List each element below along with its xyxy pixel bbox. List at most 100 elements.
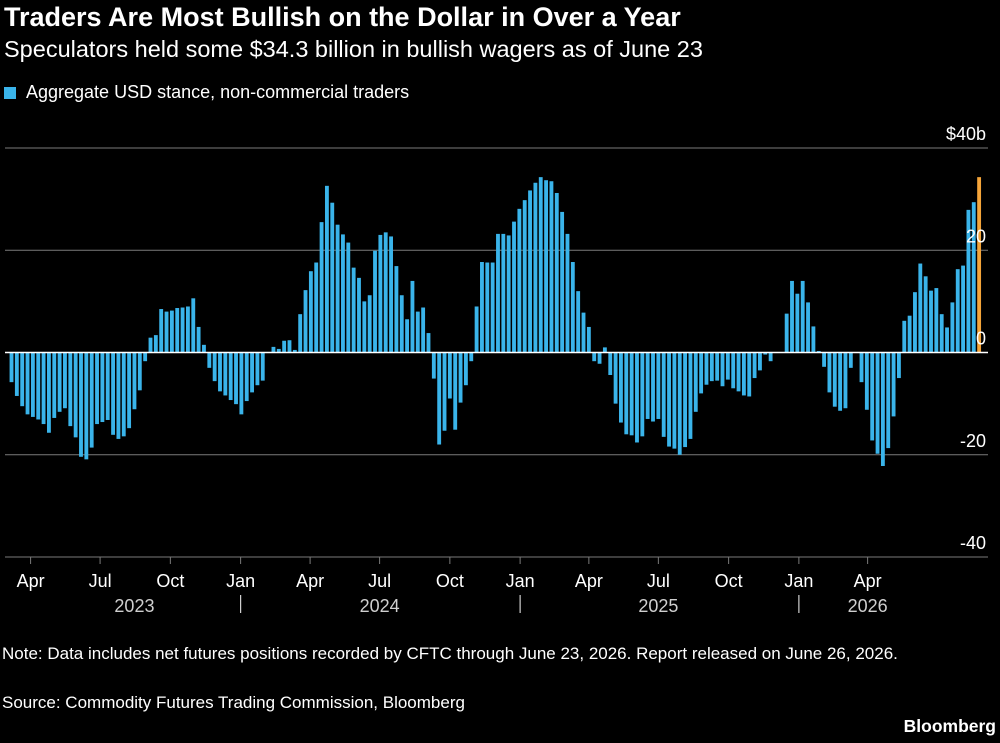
bar [501, 233, 506, 353]
x-month-label: Jan [506, 571, 535, 591]
bar [180, 307, 185, 353]
y-tick-label: -40 [960, 533, 986, 553]
bar [709, 352, 714, 382]
bar [9, 352, 14, 383]
bar [335, 224, 340, 353]
bar [961, 265, 965, 353]
bar [159, 309, 164, 353]
bar [298, 314, 303, 353]
bar [47, 352, 51, 433]
bar [891, 352, 896, 417]
bar [966, 209, 971, 353]
bar [544, 180, 549, 353]
x-year-label: 2024 [360, 596, 400, 616]
bar [822, 352, 827, 367]
bar [811, 326, 816, 353]
bar [458, 352, 463, 403]
bar [763, 352, 768, 355]
bar [463, 352, 468, 386]
bar [469, 352, 474, 362]
chart-subtitle: Speculators held some $34.3 billion in b… [4, 36, 703, 62]
bar [303, 290, 308, 353]
bar [651, 352, 655, 422]
bar [918, 263, 923, 353]
y-tick-label: $40b [946, 124, 986, 144]
bar [517, 208, 522, 353]
bar [84, 352, 89, 460]
bar [913, 292, 917, 353]
bar [640, 352, 645, 437]
bar [73, 352, 78, 438]
bar [720, 352, 725, 387]
bar [725, 352, 730, 380]
bar [282, 340, 287, 353]
bar [260, 352, 265, 381]
bar [292, 349, 297, 353]
bar [752, 352, 757, 379]
bar [153, 335, 158, 353]
x-month-label: Jul [368, 571, 391, 591]
x-month-label: Apr [296, 571, 324, 591]
bar [554, 192, 559, 353]
bar [496, 233, 500, 353]
bar [308, 271, 313, 353]
x-month-label: Apr [575, 571, 603, 591]
bar [485, 262, 490, 353]
bar [490, 262, 495, 353]
bar [319, 222, 324, 353]
x-month-label: Jan [784, 571, 813, 591]
bar [480, 262, 484, 353]
bar [635, 352, 639, 443]
bar [223, 352, 228, 396]
bar [357, 277, 361, 353]
bar [875, 352, 880, 454]
bar [111, 352, 115, 435]
legend-swatch [4, 86, 16, 99]
bar [699, 352, 704, 394]
bar [437, 352, 442, 445]
bar [79, 352, 83, 457]
bar-latest [977, 177, 982, 353]
chart-note: Note: Data includes net futures position… [2, 644, 898, 663]
bar [185, 306, 190, 353]
bar [426, 333, 431, 353]
bar [934, 288, 939, 353]
bar [784, 313, 789, 353]
x-month-label: Oct [715, 571, 743, 591]
bar [244, 352, 249, 402]
y-tick-label: -20 [960, 431, 986, 451]
x-month-label: Jul [647, 571, 670, 591]
bar [838, 352, 843, 411]
bar [619, 352, 623, 423]
bar [132, 352, 137, 410]
bar [929, 290, 933, 353]
bar [790, 280, 794, 353]
bar [30, 352, 35, 417]
bar [143, 352, 148, 362]
bar [415, 311, 420, 353]
x-month-label: Apr [854, 571, 882, 591]
bar [576, 291, 581, 353]
bar [41, 352, 46, 425]
bar [121, 352, 126, 437]
bar [410, 280, 415, 353]
bar [688, 352, 693, 439]
bar [512, 221, 516, 353]
bar [164, 311, 169, 353]
bar [20, 352, 25, 407]
bar [538, 177, 543, 353]
x-month-label: Oct [156, 571, 184, 591]
bars [9, 177, 982, 466]
bar [105, 352, 110, 420]
bar [218, 352, 222, 392]
bar [57, 352, 62, 412]
bar [806, 302, 810, 353]
bar [447, 352, 452, 399]
x-month-label: Jul [89, 571, 112, 591]
bar [228, 352, 233, 401]
bar [629, 352, 634, 436]
bar [68, 352, 73, 427]
bar [736, 352, 741, 392]
bar [747, 352, 752, 397]
bar [859, 352, 864, 383]
